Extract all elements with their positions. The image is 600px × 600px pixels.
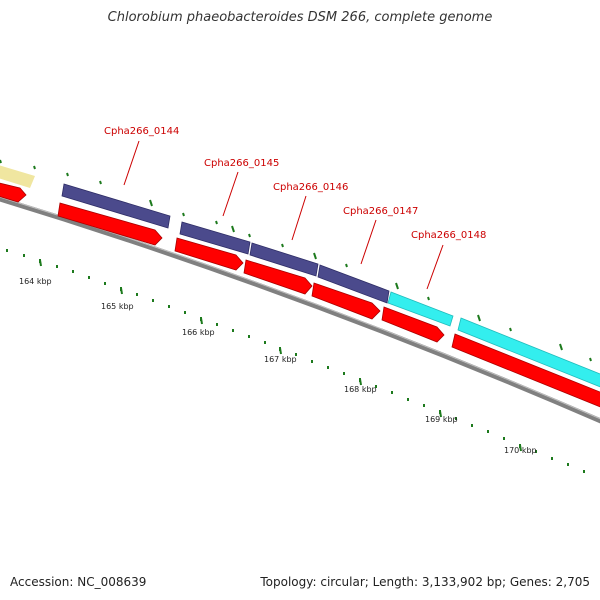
feature-yellow: [0, 165, 35, 188]
gene-label-leaders: [123, 140, 444, 290]
cds-arrow-6: [451, 333, 600, 408]
gene-label-cpha266-0147: Cpha266_0147: [343, 206, 418, 217]
cds-arrow-1: [57, 202, 163, 246]
tick-label-166-kbp: 166 kbp: [182, 328, 215, 337]
cds-arrow-2: [174, 237, 244, 271]
tick-label-168-kbp: 168 kbp: [344, 385, 377, 394]
genome-title: Chlorobium phaeobacteroides DSM 266, com…: [107, 10, 493, 25]
feature-purple-2: [179, 221, 251, 255]
feature-cyan-2: [457, 317, 600, 388]
accession-text: Accession: NC_008639: [10, 575, 147, 589]
gene-label-cpha266-0145: Cpha266_0145: [204, 158, 279, 169]
cds-arrow-5: [381, 306, 445, 343]
tick-label-169-kbp: 169 kbp: [425, 415, 458, 424]
tick-label-170-kbp: 170 kbp: [504, 446, 537, 455]
feature-purple-4: [317, 264, 390, 304]
gene-label-cpha266-0148: Cpha266_0148: [411, 230, 486, 241]
feature-tick-row: [0, 159, 592, 362]
cds-arrow-4: [311, 282, 381, 320]
genome-backbone: [0, 196, 600, 424]
ruler-major-ticks: [39, 259, 522, 452]
feature-purple-3: [249, 242, 319, 277]
genome-summary-text: Topology: circular; Length: 3,133,902 bp…: [260, 575, 590, 589]
tick-label-165-kbp: 165 kbp: [101, 302, 134, 311]
gene-label-cpha266-0146: Cpha266_0146: [273, 182, 348, 193]
gene-label-cpha266-0144: Cpha266_0144: [104, 126, 179, 137]
feature-cyan-1: [387, 291, 454, 327]
cds-arrow-0: [0, 182, 27, 203]
tick-label-164-kbp: 164 kbp: [19, 277, 52, 286]
cds-arrow-3: [243, 259, 313, 295]
tick-label-167-kbp: 167 kbp: [264, 355, 297, 364]
feature-purple-1: [61, 183, 171, 229]
